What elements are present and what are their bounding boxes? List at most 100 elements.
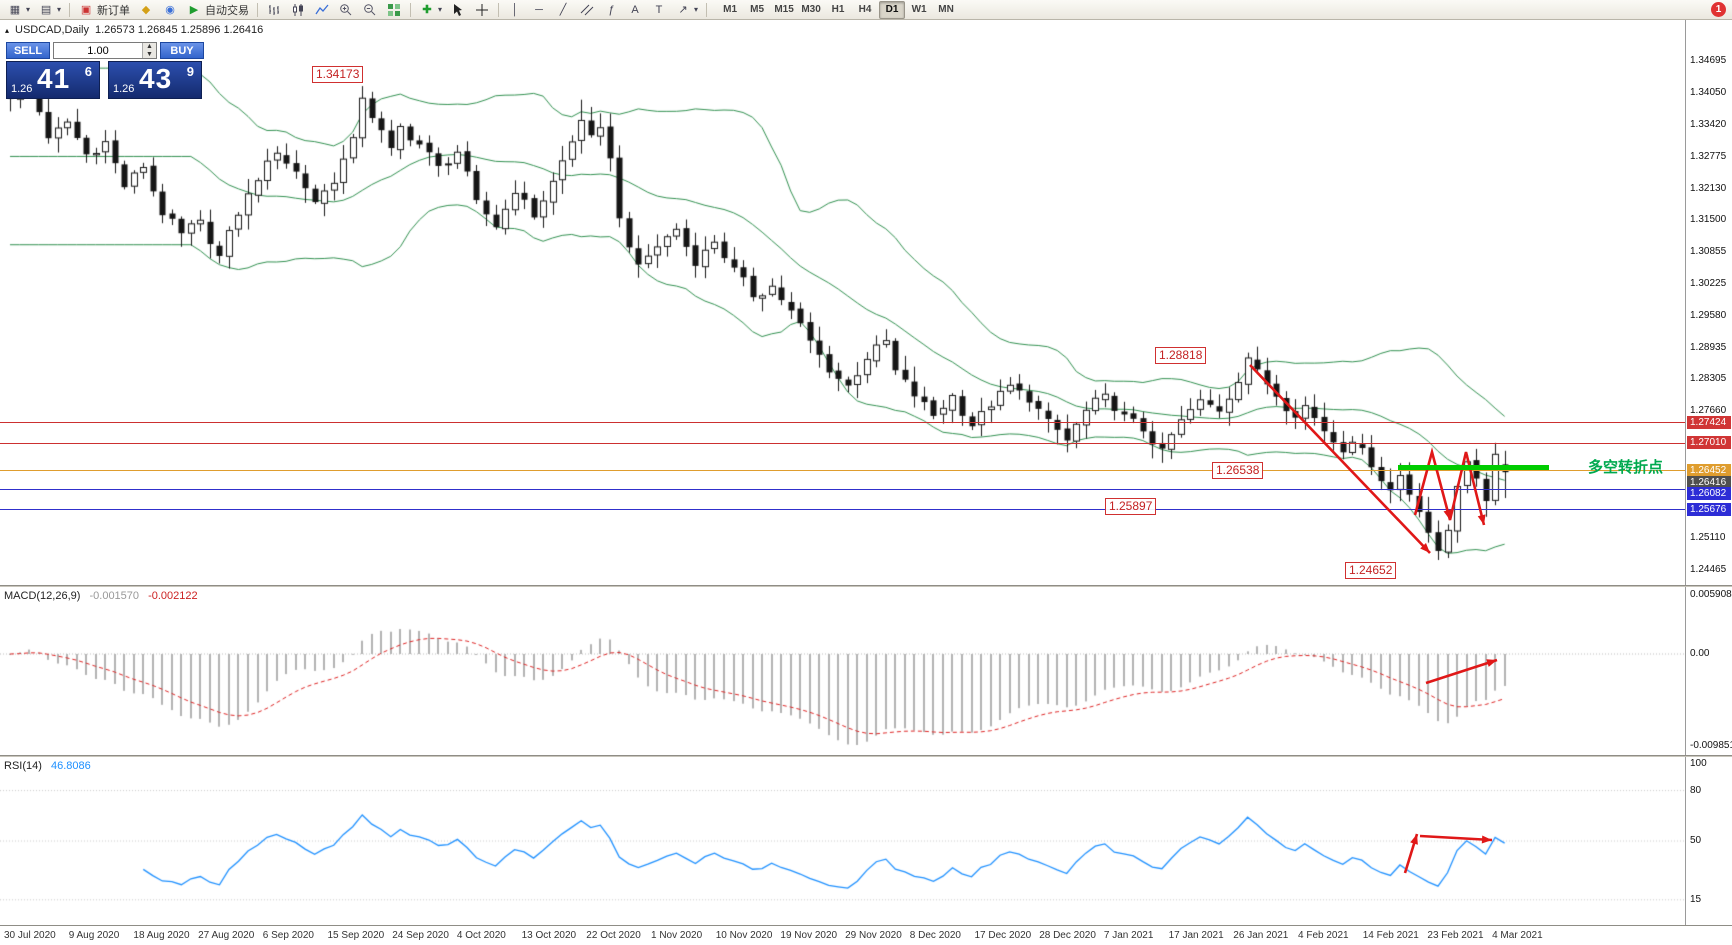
price-chart-panel: 1.34173 1.28818 1.26538 1.25897 1.24652 多空转折… (0, 20, 1732, 585)
toolbar-separator (410, 2, 412, 17)
text-tool[interactable]: A (623, 0, 647, 20)
buy-price-tile[interactable]: 1.26 43 9 (108, 61, 202, 99)
date-label: 30 Jul 2020 (4, 930, 56, 941)
macd-axis-label: 0.005908 (1690, 589, 1732, 600)
turning-point-label[interactable]: 多空转折点 (1588, 459, 1664, 476)
price-callout-1.28818[interactable]: 1.28818 (1155, 347, 1207, 364)
channel-tool[interactable] (575, 0, 599, 20)
date-label: 23 Feb 2021 (1427, 930, 1484, 941)
profiles-button[interactable]: ▤ ▾ (34, 0, 65, 20)
price-callout-1.24652[interactable]: 1.24652 (1345, 562, 1397, 579)
crosshair-tool-button[interactable] (470, 0, 494, 20)
timeframe-button-h4[interactable]: H4 (858, 4, 872, 15)
toolbar-separator (69, 2, 71, 17)
trendline-tool[interactable]: ╱ (551, 0, 575, 20)
arrows-tool[interactable]: ↗ ▾ (671, 0, 702, 20)
autotrade-button[interactable]: ▶ 自动交易 (182, 1, 253, 19)
autotrade-play-icon: ▶ (189, 4, 199, 16)
macd-signal-value: -0.002122 (148, 590, 198, 602)
volume-spinner: ▲ ▼ (142, 43, 156, 58)
macd-axis: 0.005908 0.00 -0.009851 (1687, 587, 1732, 755)
date-label: 17 Dec 2020 (974, 930, 1032, 941)
rsi-axis: 100 80 50 15 (1687, 757, 1732, 925)
toolbar-separator (257, 2, 259, 17)
panel-separator[interactable] (0, 755, 1732, 757)
metaeditor-button[interactable]: ◆ (134, 0, 158, 20)
channel-icon (580, 4, 594, 15)
volume-down-button[interactable]: ▼ (146, 50, 153, 58)
metaeditor-icon: ◆ (141, 4, 151, 16)
cursor-tool-button[interactable] (446, 0, 470, 20)
new-chart-icon: ▦ (9, 4, 21, 16)
buy-price-big: 43 (139, 63, 173, 94)
symbol-period: USDCAD,Daily (15, 24, 89, 36)
vertical-line-tool[interactable]: │ (503, 0, 527, 20)
zoom-in-button[interactable] (334, 0, 358, 20)
sell-price-prefix: 1.26 (11, 83, 33, 95)
date-axis[interactable]: 30 Jul 2020 9 Aug 2020 18 Aug 2020 27 Aug 2… (0, 925, 1732, 945)
volume-input[interactable] (54, 43, 142, 58)
timeframe-button-mn[interactable]: MN (938, 4, 954, 15)
macd-canvas[interactable] (0, 587, 1685, 755)
add-indicator-button[interactable]: ✚ ▾ (415, 0, 446, 20)
line-chart-type-button[interactable] (310, 0, 334, 20)
price-axis[interactable]: 1.34695 1.34050 1.33420 1.32775 1.32130 1.315… (1687, 20, 1732, 585)
rsi-panel: RSI(14) 46.8086 100 80 50 15 (0, 757, 1732, 925)
fibonacci-icon: ƒ (607, 3, 615, 16)
price-chart-canvas[interactable] (0, 20, 1685, 585)
level-line-1.25676[interactable] (0, 509, 1685, 510)
timeframe-button-m15[interactable]: M15 (774, 4, 794, 15)
rsi-value: 46.8086 (50, 760, 91, 772)
price-tick: 1.27660 (1690, 405, 1727, 417)
volume-up-button[interactable]: ▲ (146, 43, 153, 51)
rsi-canvas[interactable] (0, 757, 1685, 925)
price-tag-1.27010: 1.27010 (1687, 436, 1731, 450)
vertical-line-icon: │ (511, 3, 519, 16)
date-label: 8 Dec 2020 (909, 930, 961, 941)
cursor-icon (454, 3, 463, 16)
timeframe-button-d1[interactable]: D1 (879, 0, 906, 19)
sell-price-tile[interactable]: 1.26 41 6 (6, 61, 100, 99)
level-line-1.26082[interactable] (0, 489, 1685, 490)
buy-button[interactable]: BUY (160, 42, 204, 59)
rsi-axis-label: 50 (1690, 835, 1702, 846)
strategy-tester-button[interactable]: ◉ (158, 0, 182, 20)
new-chart-button[interactable]: ▦ ▾ (3, 0, 34, 20)
timeframe-button-m5[interactable]: M5 (750, 4, 765, 15)
date-label: 26 Jan 2021 (1233, 930, 1289, 941)
level-line-1.27424[interactable] (0, 422, 1685, 423)
zoom-in-icon (340, 3, 352, 15)
chart-title: ▴ USDCAD,Daily 1.26573 1.26845 1.25896 1… (5, 24, 263, 36)
price-tick: 1.31500 (1690, 214, 1727, 226)
horizontal-line-tool[interactable]: ─ (527, 0, 551, 20)
price-callout-1.25897[interactable]: 1.25897 (1105, 498, 1157, 515)
level-line-1.26452[interactable] (0, 470, 1685, 471)
timeframe-button-m30[interactable]: M30 (801, 4, 821, 15)
bar-chart-type-button[interactable] (262, 0, 286, 20)
candle-chart-type-button[interactable] (286, 0, 310, 20)
buy-price-sup: 9 (186, 64, 194, 79)
price-tag-1.26416: 1.26416 (1687, 475, 1731, 489)
price-tick: 1.28305 (1690, 373, 1727, 385)
fibonacci-tool[interactable]: ƒ (599, 0, 623, 20)
price-callout-1.34173[interactable]: 1.34173 (312, 66, 364, 83)
new-order-label: 新订单 (97, 4, 131, 17)
price-callout-1.26538[interactable]: 1.26538 (1212, 462, 1264, 479)
date-label: 24 Sep 2020 (392, 930, 449, 941)
sell-button[interactable]: SELL (6, 42, 50, 59)
timeframe-button-w1[interactable]: W1 (911, 4, 927, 15)
tile-windows-button[interactable] (382, 0, 406, 20)
rsi-axis-label: 80 (1690, 785, 1702, 796)
text-tool-icon: A (631, 3, 639, 16)
date-label: 22 Oct 2020 (586, 930, 641, 941)
level-line-1.27010[interactable] (0, 443, 1685, 444)
zoom-out-button[interactable] (358, 0, 382, 20)
notification-badge[interactable]: 1 (1711, 2, 1726, 17)
panel-separator[interactable] (0, 585, 1732, 587)
label-tool[interactable]: T (647, 0, 671, 20)
timeframe-button-m1[interactable]: M1 (723, 4, 738, 15)
new-order-button[interactable]: ▣ 新订单 (74, 1, 134, 19)
turning-point-line[interactable] (1398, 465, 1549, 470)
timeframe-button-h1[interactable]: H1 (831, 4, 845, 15)
date-label: 18 Aug 2020 (133, 930, 190, 941)
